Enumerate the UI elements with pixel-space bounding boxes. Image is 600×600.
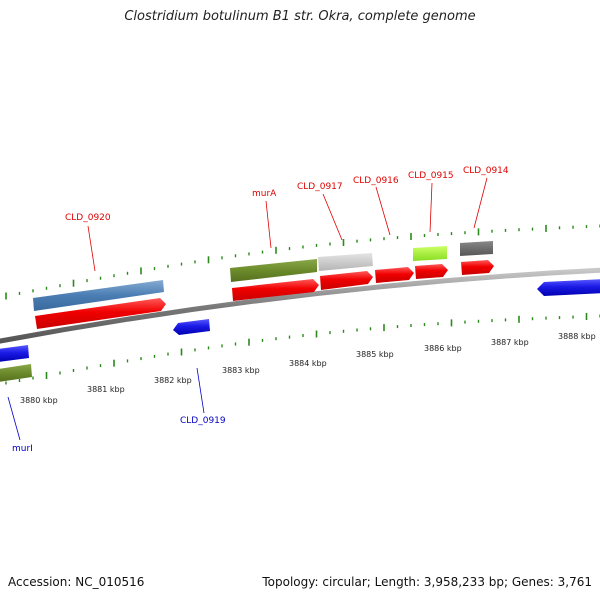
accession-text: Accession: NC_010516	[8, 575, 145, 589]
cds-forward-cld-0920[interactable]	[35, 298, 166, 329]
leader-cld-0917	[322, 193, 343, 241]
cds-forward-mura[interactable]	[232, 279, 319, 301]
leader-cld-0916	[375, 186, 391, 236]
genome-backbone	[0, 267, 600, 344]
label-cld-0914: CLD_0914	[463, 166, 509, 176]
kbp-label-3884: 3884 kbp	[289, 359, 327, 368]
label-muri: murI	[12, 444, 33, 454]
leader-cld-0915	[429, 182, 433, 233]
kbp-label-3881: 3881 kbp	[87, 385, 125, 394]
kbp-label-3882: 3882 kbp	[154, 376, 192, 385]
reverse-cds-ring	[0, 279, 600, 362]
outer-scale-ticks	[5, 224, 600, 300]
kbp-label-3886: 3886 kbp	[424, 344, 462, 353]
cds-reverse-right-edge[interactable]	[537, 279, 600, 296]
label-cld-0920: CLD_0920	[65, 213, 111, 223]
kbp-label-3885: 3885 kbp	[356, 350, 394, 359]
label-mura: murA	[252, 189, 277, 199]
feature-cld-0915[interactable]	[413, 246, 447, 261]
outer-feature-ring	[0, 241, 493, 382]
label-leaders	[7, 177, 488, 441]
cds-forward-cld-0916[interactable]	[375, 267, 414, 283]
feature-cld-0920[interactable]	[33, 280, 164, 311]
leader-cld-0920	[87, 225, 96, 272]
label-cld-0916: CLD_0916	[353, 176, 399, 186]
label-cld-0917: CLD_0917	[297, 182, 343, 192]
cds-forward-cld-0915[interactable]	[415, 264, 448, 279]
kbp-label-3887: 3887 kbp	[491, 338, 529, 347]
kbp-label-3888: 3888 kbp	[558, 332, 596, 341]
map-title: Clostridium botulinum B1 str. Okra, comp…	[124, 9, 476, 24]
feature-cld-0917[interactable]	[318, 253, 373, 271]
leader-mura	[265, 200, 272, 249]
feature-mura[interactable]	[230, 259, 317, 282]
leader-cld-0919	[196, 367, 205, 414]
topology-text: Topology: circular; Length: 3,958,233 bp…	[262, 575, 592, 589]
leader-muri	[7, 396, 21, 441]
kbp-label-3883: 3883 kbp	[222, 366, 260, 375]
cds-reverse-left-edge[interactable]	[0, 345, 29, 362]
feature-cld-0914[interactable]	[460, 241, 493, 256]
label-cld-0915: CLD_0915	[408, 171, 454, 181]
label-cld-0919: CLD_0919	[180, 416, 226, 426]
kbp-label-3880: 3880 kbp	[20, 396, 58, 405]
cds-forward-cld-0914[interactable]	[461, 260, 494, 275]
cds-reverse-cld-0919[interactable]	[173, 319, 210, 335]
forward-cds-ring	[35, 260, 494, 329]
leader-cld-0914	[473, 177, 488, 229]
cds-forward-cld-0917[interactable]	[320, 271, 373, 290]
feature-muri-outer[interactable]	[0, 364, 32, 382]
inner-scale-ticks	[5, 313, 600, 385]
